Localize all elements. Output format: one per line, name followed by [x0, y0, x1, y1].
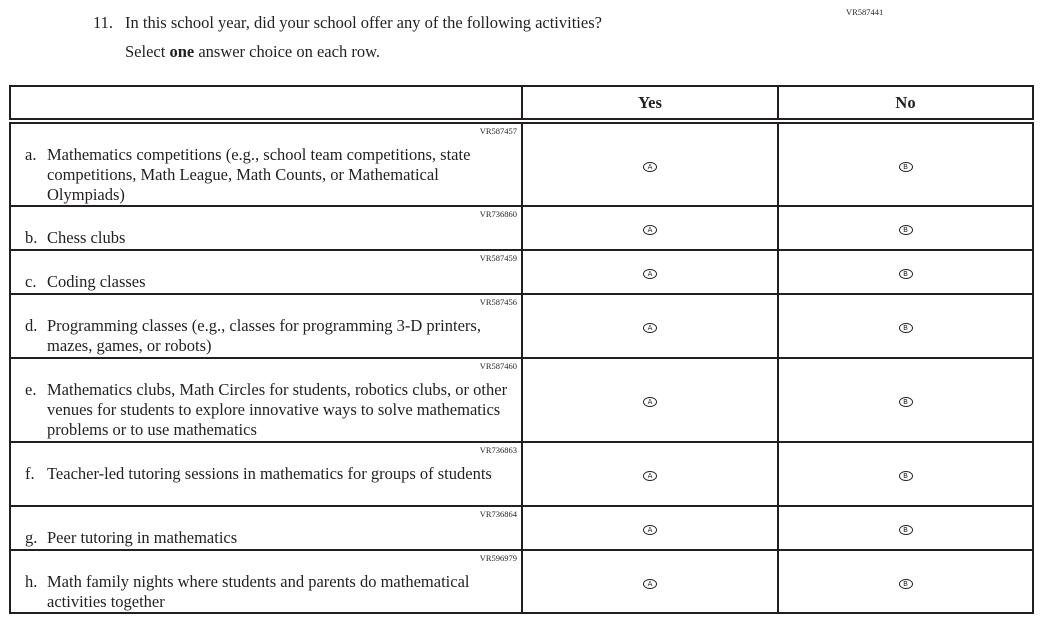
table-row: VR587459 c. Coding classes A B — [9, 249, 1034, 295]
yes-cell: A — [521, 441, 779, 507]
instruction-pre: Select — [125, 42, 170, 61]
table-row: VR596979 h. Math family nights where stud… — [9, 549, 1034, 614]
item-cell: VR736864 g. Peer tutoring in mathematics — [9, 505, 523, 551]
yes-cell: A — [521, 120, 779, 207]
no-cell: B — [777, 249, 1034, 295]
item-code: VR736863 — [479, 445, 517, 455]
item-letter: h. — [25, 572, 38, 591]
table-row: VR587456 d. Programming classes (e.g., cl… — [9, 293, 1034, 359]
item-cell: VR587460 e. Mathematics clubs, Math Circl… — [9, 357, 523, 443]
item-text: Mathematics competitions (e.g., school t… — [47, 145, 471, 204]
item-label: e. Mathematics clubs, Math Circles for st… — [11, 359, 521, 440]
no-cell: B — [777, 549, 1034, 614]
item-code: VR736864 — [479, 509, 517, 519]
item-letter: b. — [25, 228, 38, 247]
no-bubble[interactable]: B — [898, 525, 913, 535]
no-cell: B — [777, 357, 1034, 443]
no-bubble[interactable]: B — [898, 323, 913, 333]
yes-cell: A — [521, 249, 779, 295]
item-code: VR587460 — [479, 361, 517, 371]
item-letter: f. — [25, 464, 35, 483]
item-code: VR587459 — [479, 253, 517, 263]
yes-bubble[interactable]: A — [643, 525, 657, 535]
table-row: VR587457 a. Mathematics competitions (e.g… — [9, 120, 1034, 207]
item-label: f. Teacher-led tutoring sessions in mathe… — [11, 443, 521, 484]
item-cell: VR596979 h. Math family nights where stud… — [9, 549, 523, 614]
item-text: Math family nights where students and pa… — [47, 572, 470, 611]
no-bubble[interactable]: B — [898, 397, 913, 407]
question-number: 11. — [93, 13, 114, 32]
yes-bubble[interactable]: A — [643, 161, 657, 172]
no-cell: B — [777, 205, 1034, 251]
item-label: h. Math family nights where students and … — [11, 551, 521, 612]
item-code: VR587456 — [479, 297, 517, 307]
item-text: Teacher-led tutoring sessions in mathema… — [47, 464, 492, 483]
item-label: d. Programming classes (e.g., classes for… — [11, 295, 521, 356]
question-instruction: Select one answer choice on each row. — [125, 42, 380, 62]
no-bubble[interactable]: B — [898, 578, 913, 589]
header-yes: Yes — [521, 85, 779, 124]
item-cell: VR587456 d. Programming classes (e.g., cl… — [9, 293, 523, 359]
yes-bubble[interactable]: A — [643, 397, 657, 407]
no-bubble[interactable]: B — [898, 471, 913, 481]
item-text: Mathematics clubs, Math Circles for stud… — [47, 380, 508, 439]
item-cell: VR736863 f. Teacher-led tutoring sessions… — [9, 441, 523, 507]
yes-bubble[interactable]: A — [643, 471, 657, 481]
item-text: Chess clubs — [47, 228, 126, 247]
yes-cell: A — [521, 549, 779, 614]
item-letter: e. — [25, 380, 37, 399]
yes-bubble[interactable]: A — [643, 323, 657, 333]
no-cell: B — [777, 441, 1034, 507]
no-cell: B — [777, 120, 1034, 207]
item-letter: g. — [25, 528, 38, 547]
item-label: b. Chess clubs — [11, 207, 521, 248]
question-text: In this school year, did your school off… — [125, 13, 602, 32]
yes-cell: A — [521, 205, 779, 251]
item-text: Peer tutoring in mathematics — [47, 528, 238, 547]
instruction-post: answer choice on each row. — [194, 42, 381, 61]
item-letter: a. — [25, 145, 37, 164]
item-code: VR596979 — [479, 553, 517, 563]
yes-cell: A — [521, 293, 779, 359]
yes-bubble[interactable]: A — [643, 225, 657, 235]
item-code: VR587457 — [479, 126, 517, 136]
item-label: a. Mathematics competitions (e.g., school… — [11, 124, 521, 205]
no-cell: B — [777, 293, 1034, 359]
yes-cell: A — [521, 357, 779, 443]
header-blank — [9, 85, 523, 124]
item-text: Coding classes — [47, 272, 146, 291]
no-bubble[interactable]: B — [898, 161, 913, 172]
item-cell: VR587459 c. Coding classes — [9, 249, 523, 295]
item-text: Programming classes (e.g., classes for p… — [47, 316, 481, 355]
no-cell: B — [777, 505, 1034, 551]
no-bubble[interactable]: B — [898, 269, 913, 279]
item-cell: VR587457 a. Mathematics competitions (e.g… — [9, 120, 523, 207]
question-code: VR587441 — [846, 7, 884, 17]
table-row: VR736860 b. Chess clubs A B — [9, 205, 1034, 251]
yes-bubble[interactable]: A — [643, 578, 657, 589]
item-label: g. Peer tutoring in mathematics — [11, 507, 521, 548]
item-letter: d. — [25, 316, 38, 335]
instruction-bold: one — [169, 42, 195, 61]
yes-cell: A — [521, 505, 779, 551]
table-row: VR736863 f. Teacher-led tutoring sessions… — [9, 441, 1034, 507]
table-row: VR736864 g. Peer tutoring in mathematics … — [9, 505, 1034, 551]
item-cell: VR736860 b. Chess clubs — [9, 205, 523, 251]
no-bubble[interactable]: B — [898, 225, 913, 235]
item-letter: c. — [25, 272, 37, 291]
response-grid: Yes No VR587457 a. Mathematics competitio… — [9, 85, 1034, 614]
header-no: No — [777, 85, 1034, 124]
table-row: VR587460 e. Mathematics clubs, Math Circl… — [9, 357, 1034, 443]
item-code: VR736860 — [479, 209, 517, 219]
item-label: c. Coding classes — [11, 251, 521, 292]
yes-bubble[interactable]: A — [643, 269, 657, 279]
